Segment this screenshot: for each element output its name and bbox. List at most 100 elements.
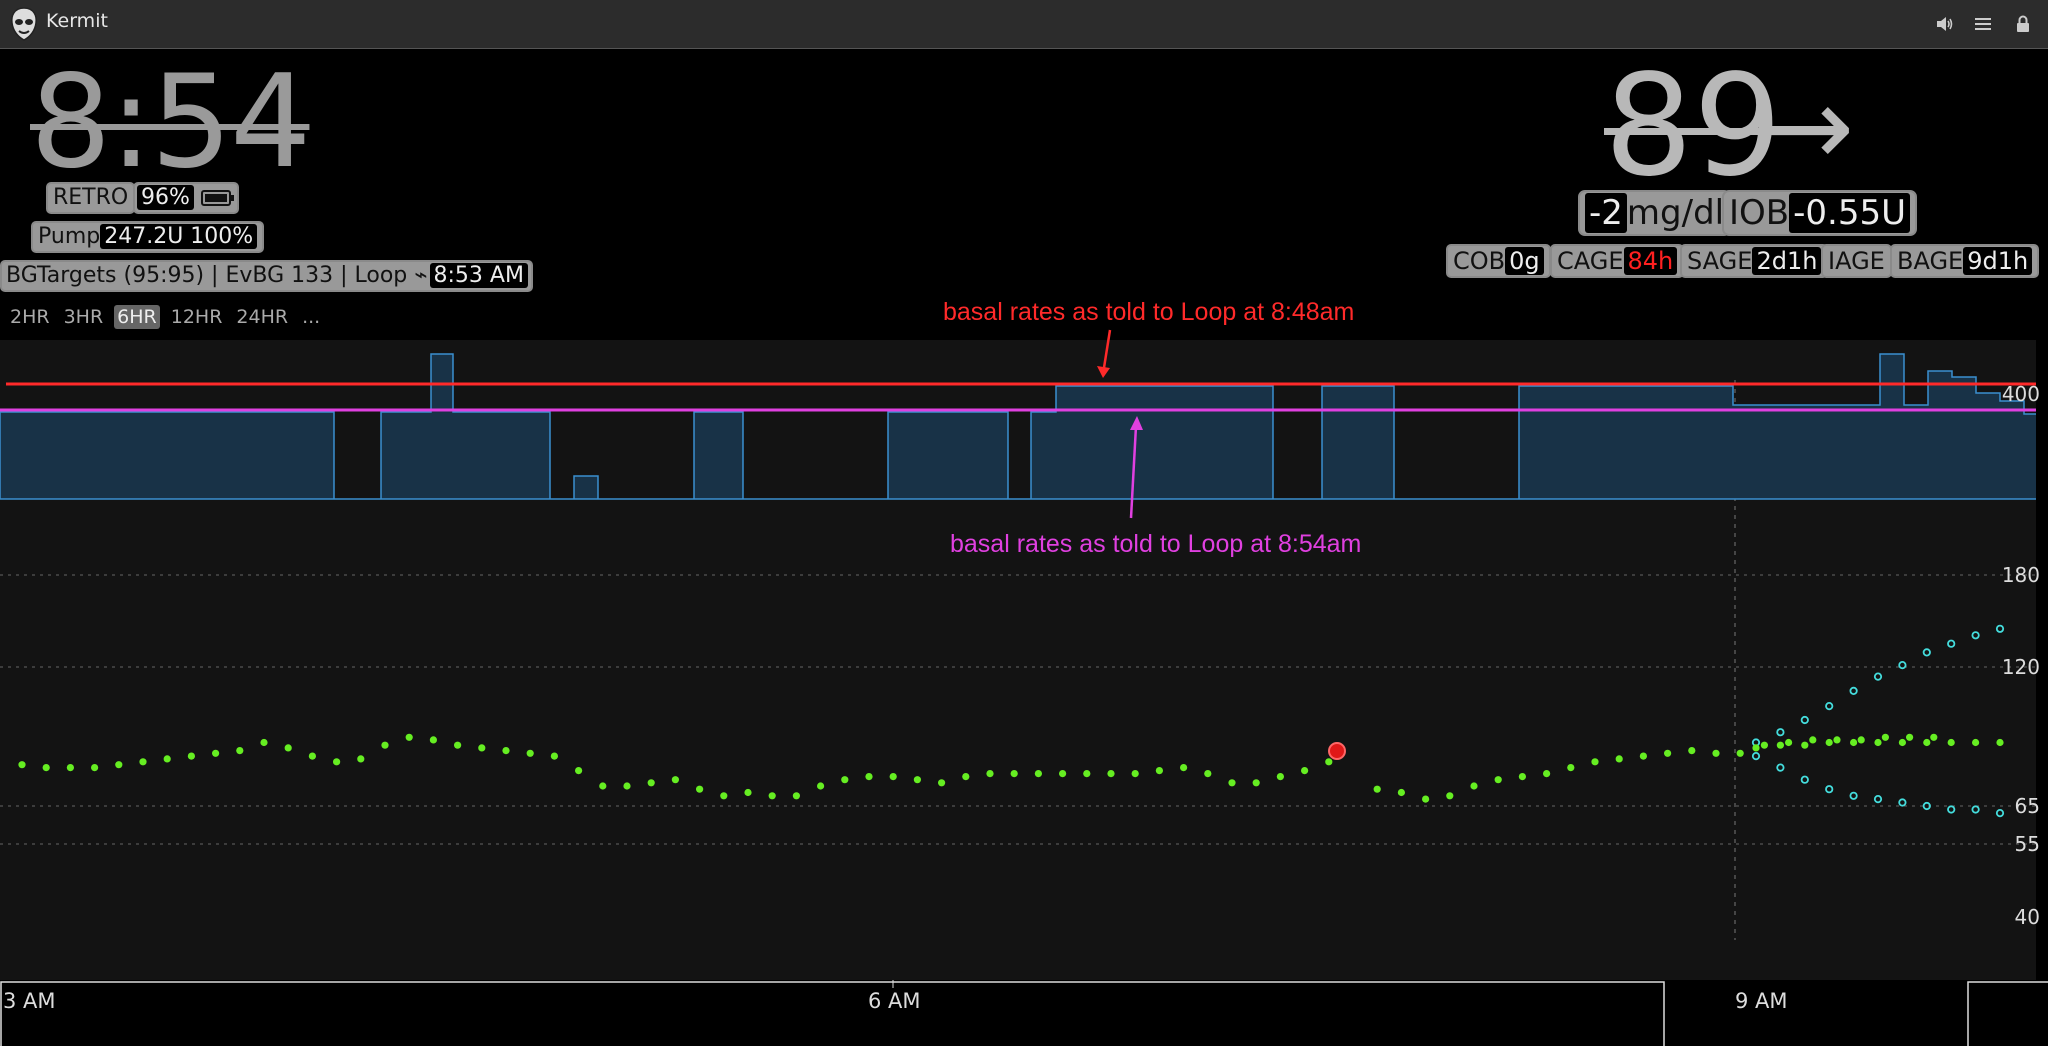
bg-reading-dot[interactable] <box>1760 741 1768 749</box>
bg-reading-dot[interactable] <box>236 747 244 755</box>
bg-reading-dot[interactable] <box>1325 758 1333 766</box>
clock-time: 8:54 <box>30 48 311 197</box>
bg-reading-dot[interactable] <box>1470 782 1478 790</box>
bg-reading-dot[interactable] <box>187 752 195 760</box>
bg-reading-dot[interactable] <box>66 764 74 772</box>
bg-reading-dot[interactable] <box>381 741 389 749</box>
loop-time: 8:53 AM <box>429 263 528 288</box>
bg-reading-dot[interactable] <box>1930 733 1938 741</box>
bg-reading-dot[interactable] <box>1688 747 1696 755</box>
prediction-cone-dot <box>1947 805 1956 814</box>
bg-reading-dot[interactable] <box>865 773 873 781</box>
bg-reading-dot[interactable] <box>478 744 486 752</box>
bg-reading-dot[interactable] <box>91 764 99 772</box>
bg-reading-dot[interactable] <box>841 776 849 784</box>
bg-reading-dot[interactable] <box>405 733 413 741</box>
bg-reading-dot[interactable] <box>599 782 607 790</box>
bg-reading-dot[interactable] <box>1446 792 1454 800</box>
range-more-button[interactable]: ... <box>302 306 321 328</box>
bg-reading-dot[interactable] <box>1131 770 1139 778</box>
predicted-bg-dot <box>1923 738 1931 747</box>
bg-reading-dot[interactable] <box>115 761 123 769</box>
bg-reading-dot[interactable] <box>1567 764 1575 772</box>
bg-reading-dot[interactable] <box>1301 767 1309 775</box>
lock-icon[interactable] <box>2012 13 2034 35</box>
bg-reading-dot[interactable] <box>962 773 970 781</box>
bg-reading-dot[interactable] <box>889 773 897 781</box>
bg-reading-dot[interactable] <box>1010 770 1018 778</box>
bg-reading-dot[interactable] <box>1906 733 1914 741</box>
bg-reading-dot[interactable] <box>1712 749 1720 757</box>
prediction-cone-dot <box>1825 701 1834 711</box>
bg-reading-dot[interactable] <box>18 761 26 769</box>
range-12hr-button[interactable]: 12HR <box>170 306 223 328</box>
current-bg-marker[interactable] <box>1328 742 1346 760</box>
bage-label: BAGE <box>1897 247 1964 275</box>
bg-reading-dot[interactable] <box>550 752 559 760</box>
bg-reading-dot[interactable] <box>357 755 365 763</box>
bg-reading-dot[interactable] <box>1494 776 1502 784</box>
bg-reading-dot[interactable] <box>817 782 825 790</box>
bg-reading-dot[interactable] <box>792 792 801 800</box>
bg-reading-dot[interactable] <box>1833 736 1841 744</box>
range-3hr-button[interactable]: 3HR <box>63 306 104 328</box>
bg-reading-dot[interactable] <box>42 764 50 772</box>
bg-reading-dot[interactable] <box>913 776 922 784</box>
bg-reading-dot[interactable] <box>1736 749 1744 757</box>
range-2hr-button[interactable]: 2HR <box>10 306 50 328</box>
bg-reading-dot[interactable] <box>139 758 147 766</box>
bg-reading-dot[interactable] <box>1228 779 1236 787</box>
bg-reading-dot[interactable] <box>1664 749 1672 757</box>
delta-units: mg/dl <box>1626 193 1725 233</box>
bg-reading-dot[interactable] <box>720 792 728 800</box>
bg-reading-dot[interactable] <box>1204 770 1212 778</box>
range-buttons: 2HR 3HR 6HR 12HR 24HR... <box>7 305 331 329</box>
bg-reading-dot[interactable] <box>1857 736 1865 744</box>
bg-reading-dot[interactable] <box>260 738 268 747</box>
bg-reading-dot[interactable] <box>1518 773 1526 781</box>
bg-reading-dot[interactable] <box>575 767 583 775</box>
bg-reading-dot[interactable] <box>744 788 752 797</box>
bg-reading-dot[interactable] <box>1591 758 1599 766</box>
bg-reading-dot[interactable] <box>502 747 510 755</box>
bg-reading-dot[interactable] <box>623 782 631 790</box>
bg-reading-dot[interactable] <box>696 785 704 793</box>
bg-reading-dot[interactable] <box>1083 770 1091 778</box>
bg-reading-dot[interactable] <box>308 752 316 760</box>
bg-reading-dot[interactable] <box>163 755 171 763</box>
bg-reading-dot[interactable] <box>212 749 220 757</box>
bg-reading-dot[interactable] <box>647 779 655 787</box>
bg-reading-dot[interactable] <box>1397 788 1405 797</box>
bg-reading-dot[interactable] <box>1615 755 1623 763</box>
menu-icon[interactable] <box>1972 13 1994 35</box>
brush-window-left[interactable] <box>0 981 1665 1046</box>
bg-reading-dot[interactable] <box>671 776 680 784</box>
range-24hr-button[interactable]: 24HR <box>236 306 289 328</box>
bg-reading-dot[interactable] <box>1155 767 1163 775</box>
bg-reading-dot[interactable] <box>1107 770 1115 778</box>
bg-reading-dot[interactable] <box>768 792 776 800</box>
bg-reading-dot[interactable] <box>1639 752 1647 760</box>
bg-reading-dot[interactable] <box>1373 785 1381 793</box>
bg-reading-dot[interactable] <box>1059 770 1067 778</box>
bg-reading-dot[interactable] <box>1881 733 1889 741</box>
range-6hr-button[interactable]: 6HR <box>114 305 160 329</box>
bg-reading-dot[interactable] <box>454 741 462 749</box>
bg-reading-dot[interactable] <box>938 779 946 787</box>
bg-reading-dot[interactable] <box>1422 795 1430 803</box>
bg-reading-dot[interactable] <box>1276 773 1284 781</box>
bg-reading-dot[interactable] <box>429 736 437 744</box>
predicted-bg-dot <box>1972 738 1980 747</box>
bg-reading-dot[interactable] <box>1785 738 1793 747</box>
bg-reading-dot[interactable] <box>526 749 534 757</box>
bg-reading-dot[interactable] <box>986 770 994 778</box>
volume-icon[interactable] <box>1934 13 1956 35</box>
bg-reading-dot[interactable] <box>1809 736 1817 744</box>
bg-reading-dot[interactable] <box>1034 770 1042 778</box>
bg-reading-dot[interactable] <box>1180 764 1188 772</box>
bg-reading-dot[interactable] <box>333 758 341 766</box>
bg-reading-dot[interactable] <box>1543 770 1551 778</box>
bg-reading-dot[interactable] <box>284 744 292 752</box>
brush-window-right[interactable] <box>1967 981 2048 1046</box>
bg-reading-dot[interactable] <box>1252 779 1260 787</box>
